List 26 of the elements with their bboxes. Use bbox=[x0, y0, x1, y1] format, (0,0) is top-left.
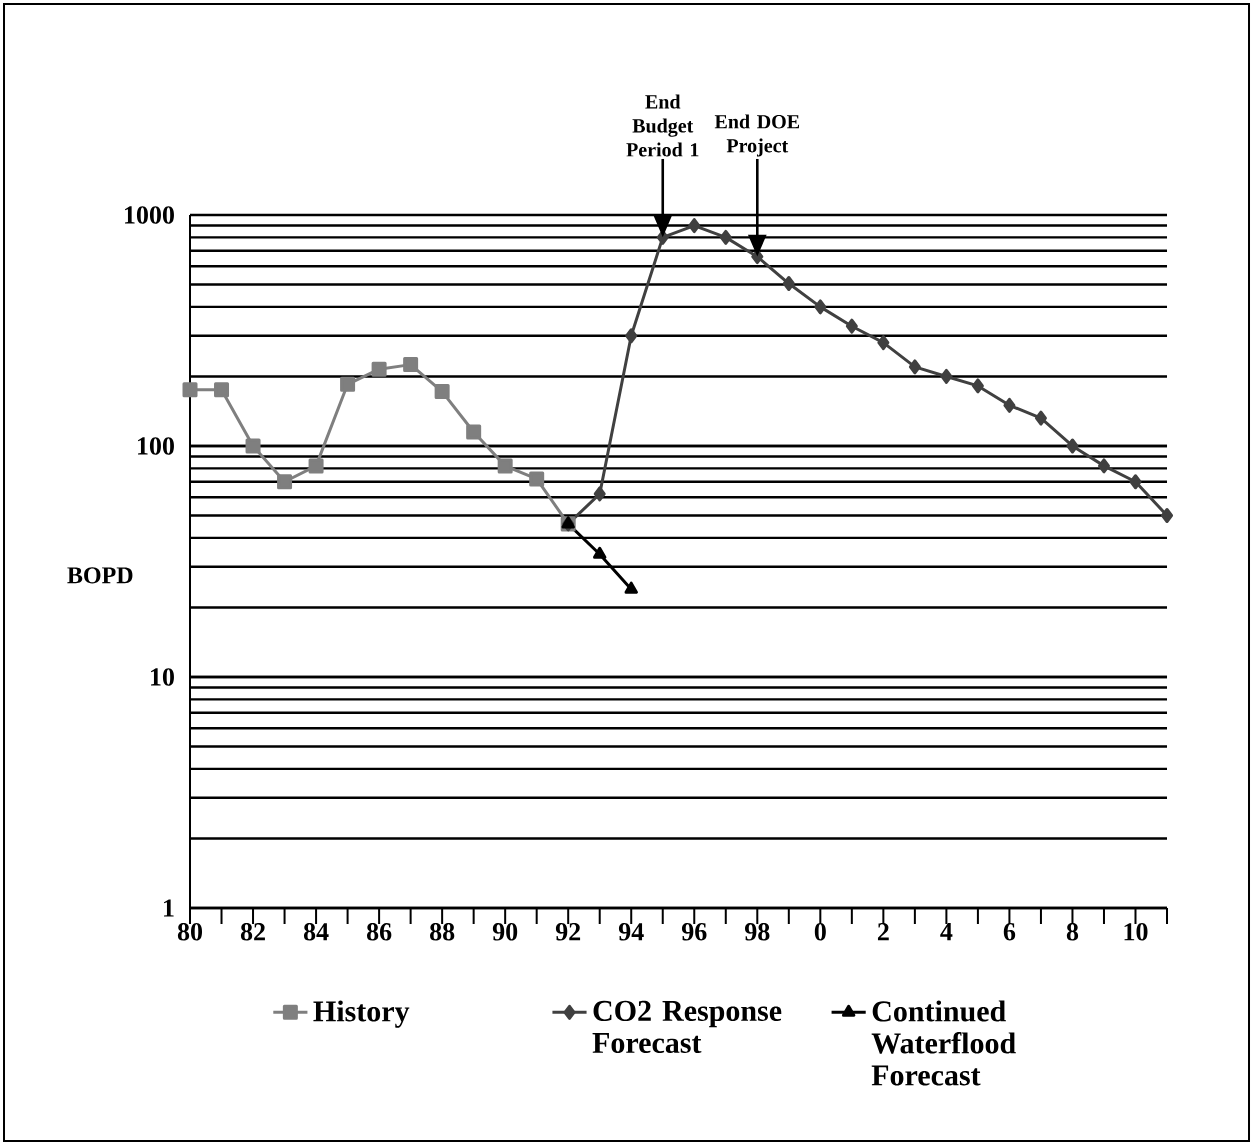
x-tick-label: 96 bbox=[681, 923, 707, 941]
x-tick-label: 82 bbox=[240, 923, 265, 941]
y-tick-label: 100 bbox=[138, 437, 174, 455]
x-tick-label: 8 bbox=[1066, 923, 1079, 941]
x-tick-label: 80 bbox=[177, 923, 203, 941]
x-tick-label: 4 bbox=[940, 923, 953, 941]
x-tick-label: 98 bbox=[745, 923, 770, 941]
x-tick-label: 84 bbox=[303, 923, 329, 941]
x-tick-label: 0 bbox=[814, 923, 826, 941]
text: End DOE Project bbox=[714, 114, 800, 157]
x-tick-label: 2 bbox=[877, 923, 889, 941]
x-tick-label: 88 bbox=[430, 923, 455, 941]
y-tick-label: 10 bbox=[151, 668, 174, 686]
x-tick-label: 10 bbox=[1124, 923, 1148, 941]
y-tick-label: 1000 bbox=[125, 206, 174, 224]
x-tick-label: 6 bbox=[1003, 923, 1016, 941]
x-tick-label: 94 bbox=[618, 923, 644, 941]
x-tick-label: 90 bbox=[492, 923, 518, 941]
x-tick-label: 86 bbox=[366, 923, 392, 941]
legend-label: CO2 Response Forecast bbox=[592, 1000, 782, 1054]
x-tick-label: 92 bbox=[555, 923, 581, 941]
y-tick-label: 1 bbox=[164, 899, 174, 917]
legend-label: Continued Waterflood Forecast bbox=[871, 1000, 1016, 1086]
legend-label: History bbox=[313, 1000, 410, 1028]
text: End Budget Period 1 bbox=[626, 94, 699, 157]
y-axis-title: BOPD bbox=[67, 567, 133, 584]
